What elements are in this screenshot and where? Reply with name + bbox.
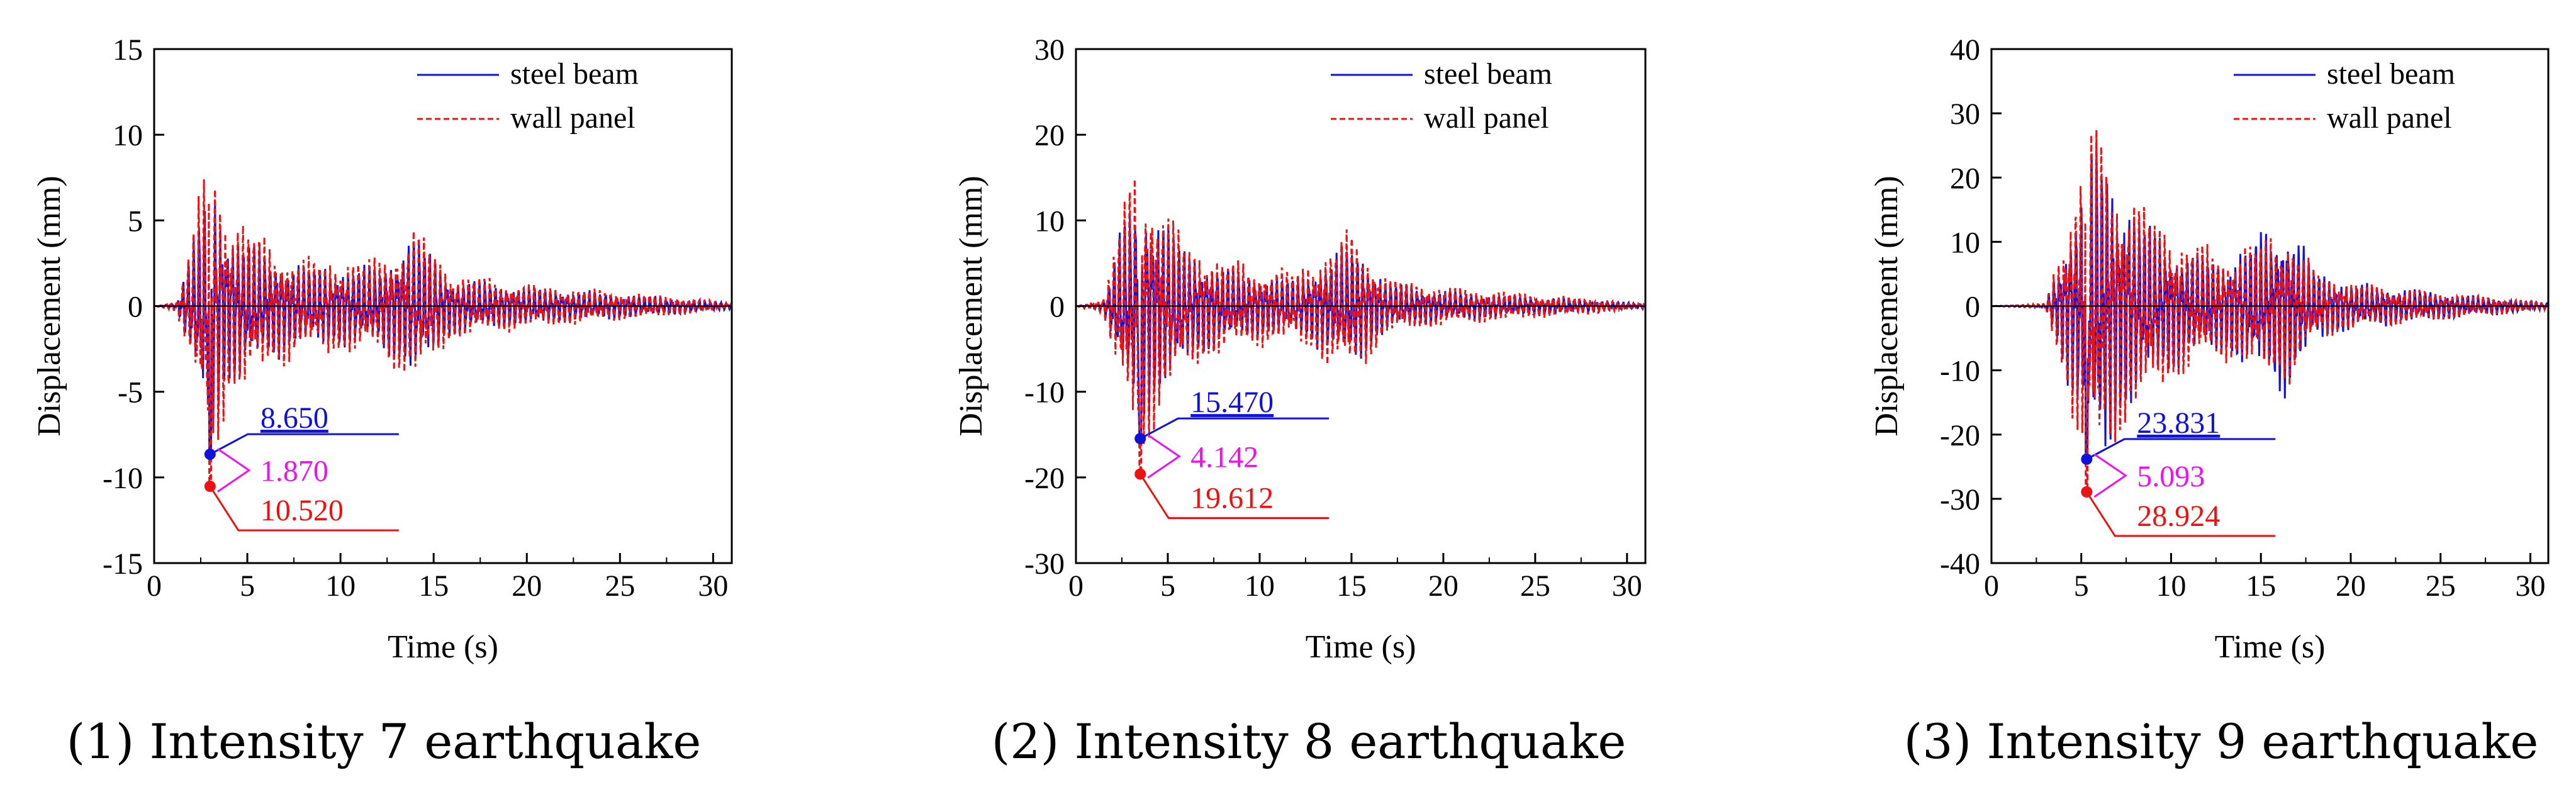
x-tick-label: 25	[1520, 569, 1550, 603]
legend-label-steel-beam: steel beam	[510, 57, 639, 91]
y-tick-label: 5	[128, 204, 143, 238]
y-tick-label: -15	[103, 547, 143, 581]
annotation-wall-panel: 10.520	[260, 494, 344, 527]
series-line-wall-panel	[1076, 179, 1645, 476]
x-tick-label: 5	[2074, 569, 2089, 603]
panel-caption: (1) Intensity 7 earthquake	[67, 713, 702, 769]
chart-panel-1: 0 5 10 15 20 25 30 -15 -10 -5 0 5 10 15 Time (s) Displa…	[31, 33, 733, 769]
panel-caption: (2) Intensity 8 earthquake	[992, 713, 1627, 769]
y-tick-label: -30	[1024, 547, 1065, 581]
legend-label-steel-beam: steel beam	[1424, 57, 1552, 91]
legend-label-wall-panel: wall panel	[1424, 101, 1549, 135]
annotation-leader-steel-beam	[210, 433, 399, 455]
x-tick-label: 25	[605, 569, 635, 603]
y-tick-label: 20	[1034, 119, 1065, 152]
y-axis-title: Displacement (mm)	[1869, 176, 1905, 436]
x-tick-label: 15	[2246, 569, 2276, 603]
y-tick-label: 0	[1050, 291, 1065, 324]
x-tick-label: 5	[1160, 569, 1175, 603]
x-axis-title: Time (s)	[388, 629, 498, 665]
annotation-difference: 4.142	[1190, 440, 1258, 474]
y-tick-label: 40	[1950, 33, 1980, 67]
annotation-steel-beam: 23.831	[2137, 406, 2220, 440]
x-tick-label: 15	[418, 569, 449, 603]
y-tick-label: -5	[118, 376, 143, 410]
legend-label-wall-panel: wall panel	[2327, 101, 2452, 135]
x-tick-label: 0	[147, 569, 162, 603]
series-line-wall-panel	[1991, 130, 2548, 493]
x-tick-label: 30	[698, 569, 728, 603]
x-tick-label: 20	[1428, 569, 1459, 603]
y-tick-label: -10	[1940, 355, 1980, 388]
annotation-wall-panel: 28.924	[2137, 500, 2220, 533]
annotation-steel-beam: 8.650	[260, 401, 328, 435]
x-axis-title: Time (s)	[2215, 629, 2326, 665]
x-tick-label: 0	[1068, 569, 1084, 603]
y-tick-label: 30	[1034, 33, 1065, 67]
x-tick-label: 30	[1612, 569, 1642, 603]
y-tick-label: 30	[1950, 98, 1980, 131]
y-tick-label: -30	[1940, 483, 1980, 517]
x-tick-label: 25	[2426, 569, 2456, 603]
y-tick-label: -40	[1940, 547, 1980, 581]
y-tick-label: -20	[1940, 419, 1980, 452]
y-tick-label: 10	[1034, 204, 1065, 238]
x-tick-label: 30	[2515, 569, 2545, 603]
panel-caption: (3) Intensity 9 earthquake	[1904, 713, 2539, 769]
annotation-leader-difference	[216, 448, 251, 493]
y-tick-label: -10	[103, 462, 143, 495]
y-tick-label: 10	[1950, 226, 1980, 259]
x-tick-label: 10	[2156, 569, 2186, 603]
chart-panel-2: 0 5 10 15 20 25 30 -30 -20 -10 0 10 20 30 Time (s) Disp…	[953, 33, 1647, 769]
annotation-wall-panel: 19.612	[1190, 482, 1274, 515]
x-tick-label: 15	[1336, 569, 1367, 603]
annotation-difference: 5.093	[2137, 460, 2205, 493]
legend-label-wall-panel: wall panel	[510, 101, 636, 135]
annotation-steel-beam: 15.470	[1190, 386, 1274, 419]
chart-panel-3: 0 5 10 15 20 25 30 -40 -30 -20 -10 0 10 20 30 40 Time (s…	[1869, 33, 2550, 769]
annotation-difference: 1.870	[260, 455, 328, 488]
x-tick-label: 0	[1984, 569, 1999, 603]
y-axis-title: Displacement (mm)	[953, 176, 989, 436]
y-tick-label: 0	[1965, 291, 1980, 324]
y-tick-label: 20	[1950, 162, 1980, 195]
y-tick-label: 10	[113, 119, 143, 152]
annotation-leader-difference	[2093, 453, 2127, 498]
x-axis-title: Time (s)	[1306, 629, 1416, 665]
annotation-leader-wall-panel	[209, 486, 399, 532]
annotation-leader-wall-panel	[1139, 473, 1330, 520]
legend-label-steel-beam: steel beam	[2327, 57, 2455, 91]
x-tick-label: 10	[325, 569, 356, 603]
y-tick-label: 15	[113, 33, 143, 67]
annotation-leader-steel-beam	[1140, 417, 1330, 440]
x-tick-label: 20	[2336, 569, 2366, 603]
y-axis-title: Displacement (mm)	[31, 176, 67, 436]
x-tick-label: 20	[512, 569, 542, 603]
annotation-leader-steel-beam	[2086, 438, 2276, 461]
series-line-wall-panel	[154, 179, 732, 488]
x-tick-label: 10	[1245, 569, 1275, 603]
y-tick-label: -20	[1024, 462, 1065, 495]
y-tick-label: 0	[128, 291, 143, 324]
annotation-leader-difference	[1147, 434, 1181, 479]
x-tick-label: 5	[240, 569, 255, 603]
y-tick-label: -10	[1024, 376, 1065, 410]
annotation-leader-wall-panel	[2086, 491, 2276, 537]
series-line-steel-beam	[1076, 214, 1645, 440]
